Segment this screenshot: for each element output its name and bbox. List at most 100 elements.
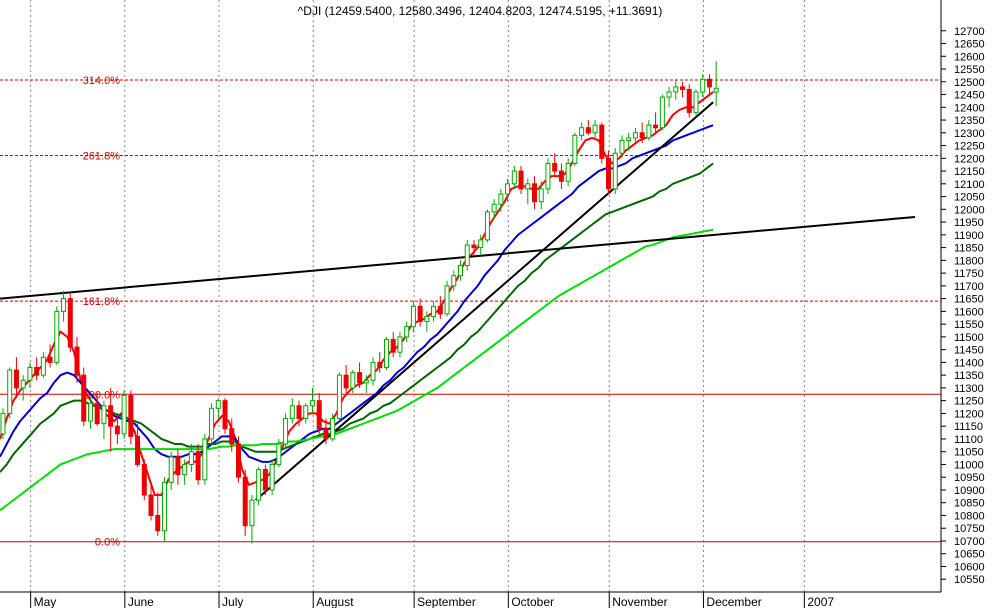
candle-body [87, 402, 93, 422]
candle-body [532, 183, 538, 203]
candle [262, 464, 268, 496]
candle [424, 311, 430, 332]
candle-body [74, 346, 80, 376]
candle-body [47, 356, 53, 363]
candle [619, 135, 625, 159]
candle-body [424, 315, 430, 323]
candle-body [397, 336, 403, 353]
candle [612, 148, 618, 195]
candle [148, 484, 154, 521]
candle-body [646, 124, 652, 139]
price-tick-label: 11550 [954, 319, 984, 331]
candle-body [34, 367, 40, 376]
candle-body [518, 170, 524, 190]
price-tick-label: 11400 [954, 357, 984, 369]
candle-body [256, 469, 262, 501]
candle [283, 413, 289, 450]
candle [437, 296, 443, 320]
candle-body [404, 326, 410, 338]
candle [659, 94, 665, 131]
price-tick-label: 10800 [954, 510, 985, 522]
price-tick-label: 12000 [954, 204, 985, 216]
candle [202, 433, 208, 485]
candle-body [686, 88, 692, 113]
candle [195, 444, 201, 485]
price-tick-label: 12600 [954, 51, 985, 63]
month-label: December [706, 595, 761, 608]
candle [646, 120, 652, 141]
candle-body [7, 369, 13, 414]
candle [20, 375, 26, 401]
candle-body [188, 451, 194, 465]
price-tick-label: 12150 [954, 166, 985, 178]
candle [458, 260, 463, 281]
candle-body [680, 86, 686, 90]
candle-body [343, 374, 349, 389]
candle-body [451, 275, 457, 287]
candle-body [175, 456, 181, 476]
candle-body [13, 369, 19, 389]
candle-body [269, 463, 275, 491]
candle-body [525, 183, 531, 190]
price-tick-label: 12350 [954, 115, 985, 127]
price-tick-label: 12700 [954, 26, 985, 38]
month-label: November [612, 595, 667, 608]
candle [87, 398, 93, 429]
candle [397, 331, 403, 358]
candle [525, 178, 531, 205]
month-label: August [316, 595, 354, 608]
month-label: May [34, 595, 57, 608]
candle [491, 199, 497, 220]
candle [108, 387, 114, 452]
candle [175, 449, 181, 485]
candle-body [558, 170, 564, 182]
candle-body [552, 162, 558, 172]
candle [713, 61, 719, 107]
candle-body [619, 139, 625, 154]
candle [673, 79, 679, 100]
candle [350, 370, 356, 394]
candle [316, 393, 322, 434]
candle-body [713, 87, 719, 93]
candle-body [370, 361, 376, 381]
price-tick-label: 12100 [954, 179, 985, 191]
price-tick-label: 10750 [954, 523, 985, 535]
candle-body [505, 183, 511, 195]
price-tick-label: 11100 [954, 434, 983, 446]
candle-body [283, 418, 289, 445]
candle [666, 86, 672, 108]
price-tick-label: 11350 [954, 370, 984, 382]
price-tick-label: 12500 [954, 77, 985, 89]
candle-body [471, 244, 477, 249]
candle [680, 81, 686, 98]
candle [323, 418, 329, 445]
candle-body [464, 244, 470, 266]
candle [309, 387, 315, 414]
candle [289, 398, 295, 424]
candle [54, 306, 60, 365]
candle-body [377, 361, 383, 369]
price-tick-label: 12650 [954, 39, 985, 51]
candle [518, 165, 524, 195]
candle [478, 234, 484, 256]
candle [209, 403, 215, 445]
candle-body [323, 428, 329, 440]
candle [404, 321, 410, 342]
candle [128, 390, 134, 445]
price-tick-label: 11500 [954, 332, 984, 344]
candle-body [195, 451, 201, 481]
candle [303, 403, 309, 424]
candle-body [666, 91, 672, 98]
candle [67, 293, 73, 353]
candle-body [572, 134, 578, 164]
candle-body [309, 400, 315, 407]
candle [94, 393, 100, 427]
candle-body [61, 298, 67, 312]
candle [565, 158, 571, 187]
price-tick-label: 10900 [954, 485, 985, 497]
candle-body [639, 132, 645, 139]
candle-body [141, 463, 147, 496]
candle [484, 209, 490, 243]
